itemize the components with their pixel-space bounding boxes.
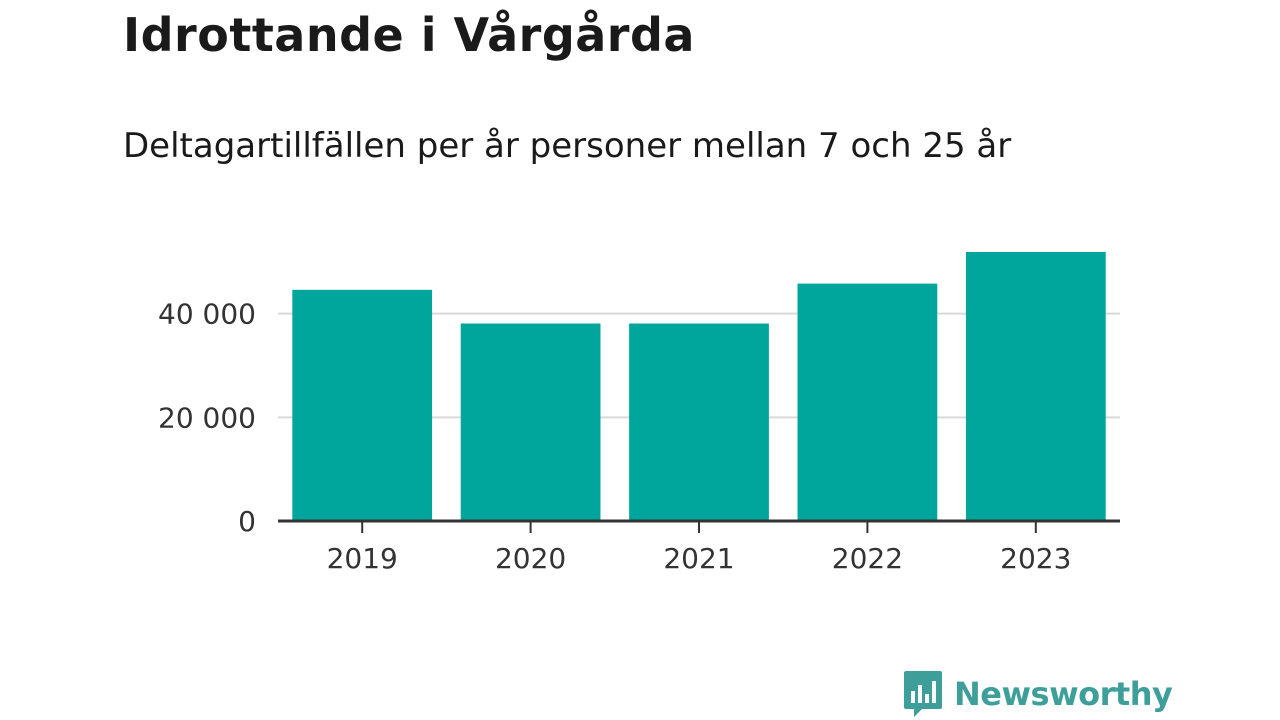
x-tick-label: 2023 [1000, 542, 1071, 575]
x-tick-label: 2020 [495, 542, 566, 575]
chart-subtitle: Deltagartillfällen per år personer mella… [123, 126, 1012, 166]
page-title: Idrottande i Vårgårda [123, 8, 695, 62]
bar-2022 [797, 283, 938, 521]
bar-2020 [460, 323, 601, 521]
bar-2019 [292, 289, 433, 521]
axes [278, 519, 1120, 533]
bar-2023 [965, 252, 1106, 521]
x-tick-label: 2021 [663, 542, 734, 575]
x-tick-label: 2019 [327, 542, 398, 575]
y-tick-label: 20 000 [158, 401, 256, 434]
tick-labels: 0 20 000 40 000 2019 2020 2021 2022 2023 [158, 298, 1071, 575]
newsworthy-logo: Newsworthy [902, 668, 1173, 720]
newsworthy-logo-text: Newsworthy [954, 675, 1173, 713]
bar-2021 [629, 323, 769, 521]
y-tick-label: 0 [238, 505, 256, 538]
bars [292, 252, 1106, 521]
x-tick-label: 2022 [832, 542, 903, 575]
newsworthy-logo-icon [904, 671, 942, 717]
y-tick-label: 40 000 [158, 298, 256, 331]
